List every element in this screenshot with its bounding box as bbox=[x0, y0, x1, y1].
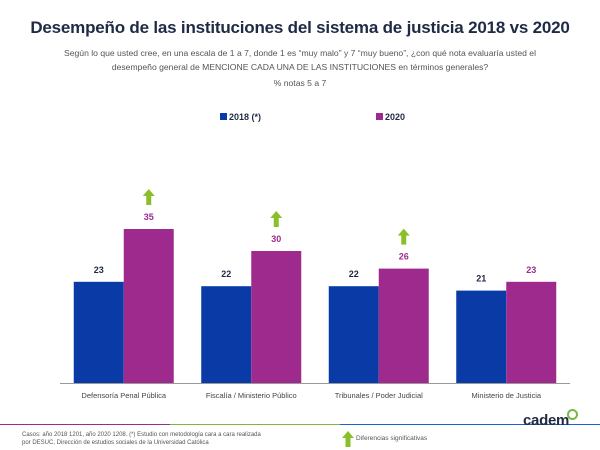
significance-legend: Diferencias significativas bbox=[342, 431, 427, 449]
chart-title: Desempeño de las instituciones del siste… bbox=[30, 18, 570, 37]
chart-subtitle-measure: % notas 5 a 7 bbox=[273, 78, 327, 88]
footer-line-blue bbox=[340, 424, 600, 425]
data-label-1-2: 26 bbox=[399, 252, 409, 262]
up-arrow-icon bbox=[342, 431, 354, 447]
logo-ring-icon bbox=[567, 409, 578, 420]
bar-1-0 bbox=[123, 229, 174, 383]
bar-1-2 bbox=[378, 268, 429, 383]
data-label-0-0: 23 bbox=[94, 265, 104, 275]
data-label-0-3: 21 bbox=[476, 274, 486, 284]
legend-swatch-1 bbox=[376, 113, 383, 120]
footer-line-green bbox=[170, 424, 340, 425]
bar-1-3 bbox=[506, 281, 557, 383]
cadem-logo: cadem bbox=[523, 412, 570, 429]
footnote-line-2: por DESUC, Dirección de estudios sociale… bbox=[22, 440, 209, 446]
significance-arrow-icon-2 bbox=[397, 228, 410, 245]
bar-0-2 bbox=[328, 286, 379, 383]
legend-label-1: 2020 bbox=[385, 112, 405, 122]
bar-0-1 bbox=[201, 286, 252, 383]
data-label-0-2: 22 bbox=[349, 269, 359, 279]
footnote: Casos: año 2018 1201, año 2020 1208. (*)… bbox=[22, 431, 322, 447]
chart-subtitle-question-1: Según lo que usted cree, en una escala d… bbox=[64, 48, 536, 58]
category-label-1: Fiscalía / Ministerio Público bbox=[206, 391, 297, 400]
legend-swatch-0 bbox=[220, 113, 227, 120]
significance-arrow-icon-0 bbox=[142, 189, 155, 205]
significance-legend-label: Diferencias significativas bbox=[356, 435, 428, 442]
category-label-3: Ministerio de Justicia bbox=[471, 391, 541, 400]
bar-1-1 bbox=[251, 251, 302, 383]
bar-chart: 2018 (*) 2020 23 35 Defensoría Penal Pública… bbox=[60, 112, 570, 400]
data-label-1-3: 23 bbox=[526, 265, 536, 275]
chart-subtitle-question-2: desempeño general de MENCIONE CADA UNA D… bbox=[111, 62, 489, 72]
category-label-2: Tribunales / Poder Judicial bbox=[335, 391, 423, 400]
footer-line-purple bbox=[0, 424, 170, 425]
bar-0-0 bbox=[73, 281, 124, 383]
bar-0-3 bbox=[456, 290, 507, 383]
data-label-1-1: 30 bbox=[271, 234, 281, 244]
data-label-0-1: 22 bbox=[221, 269, 231, 279]
data-label-1-0: 35 bbox=[144, 212, 154, 222]
category-label-0: Defensoría Penal Pública bbox=[81, 391, 166, 400]
footnote-line-1: Casos: año 2018 1201, año 2020 1208. (*)… bbox=[22, 432, 261, 438]
significance-arrow-icon-1 bbox=[270, 211, 283, 227]
legend-label-0: 2018 (*) bbox=[229, 112, 261, 122]
